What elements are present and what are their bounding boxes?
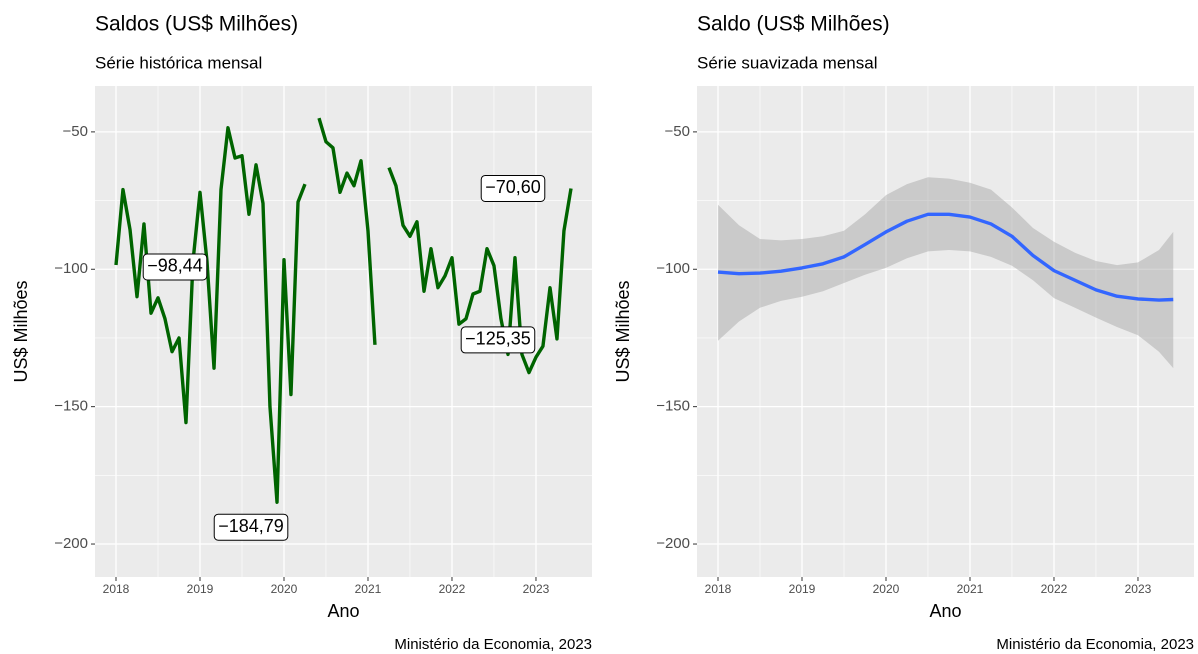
plot-marks — [717, 177, 1174, 369]
annotation: −70,60 — [480, 174, 546, 202]
x-axis-label: Ano — [929, 601, 961, 621]
x-tick-label: 2021 — [957, 582, 984, 596]
y-tick-label: −150 — [656, 398, 690, 415]
x-tick-label: 2020 — [271, 582, 298, 596]
y-axis-label: US$ Milhões — [11, 280, 31, 382]
annotation-label: −184,79 — [218, 516, 284, 536]
chart-title: Saldo (US$ Milhões) — [697, 13, 890, 36]
chart-subtitle: Série suavizada mensal — [697, 53, 877, 72]
y-tick-label: −50 — [665, 123, 690, 140]
x-tick-label: 2021 — [355, 582, 382, 596]
x-tick-label: 2023 — [1125, 582, 1152, 596]
annotation: −184,79 — [213, 513, 289, 541]
annotation-label: −98,44 — [147, 256, 203, 276]
panel-1: Saldo (US$ Milhões) Série suavizada mensa… — [613, 13, 1194, 653]
caption: Ministério da Economia, 2023 — [394, 636, 592, 653]
y-tick-label: −150 — [54, 398, 88, 415]
x-tick-label: 2018 — [705, 582, 732, 596]
y-tick-label: −200 — [54, 535, 88, 552]
line — [717, 212, 1174, 302]
x-tick-label: 2022 — [439, 582, 466, 596]
x-tick-label: 2019 — [789, 582, 816, 596]
plot-background — [697, 86, 1194, 577]
annotation-box — [480, 174, 546, 202]
x-tick-label: 2023 — [523, 582, 550, 596]
annotation: −125,35 — [460, 326, 536, 354]
x-axis-label: Ano — [327, 601, 359, 621]
y-tick-label: −100 — [656, 260, 690, 277]
annotation-label: −70,60 — [485, 177, 541, 197]
x-tick-label: 2020 — [873, 582, 900, 596]
chart-subtitle: Série histórica mensal — [95, 53, 262, 72]
chart-title: Saldos (US$ Milhões) — [95, 13, 298, 36]
annotation-label: −125,35 — [465, 329, 531, 349]
y-tick-label: −50 — [63, 123, 88, 140]
panel-0: Saldos (US$ Milhões) Série histórica mens… — [11, 13, 592, 653]
annotation: −98,44 — [142, 253, 208, 281]
y-axis-label: US$ Milhões — [613, 280, 633, 382]
x-tick-label: 2018 — [103, 582, 130, 596]
caption: Ministério da Economia, 2023 — [996, 636, 1194, 653]
annotation-box — [213, 513, 289, 541]
y-tick-label: −100 — [54, 260, 88, 277]
x-tick-label: 2022 — [1041, 582, 1068, 596]
y-tick-label: −200 — [656, 535, 690, 552]
x-tick-label: 2019 — [187, 582, 214, 596]
annotation-box — [142, 253, 208, 281]
annotation-box — [460, 326, 536, 354]
